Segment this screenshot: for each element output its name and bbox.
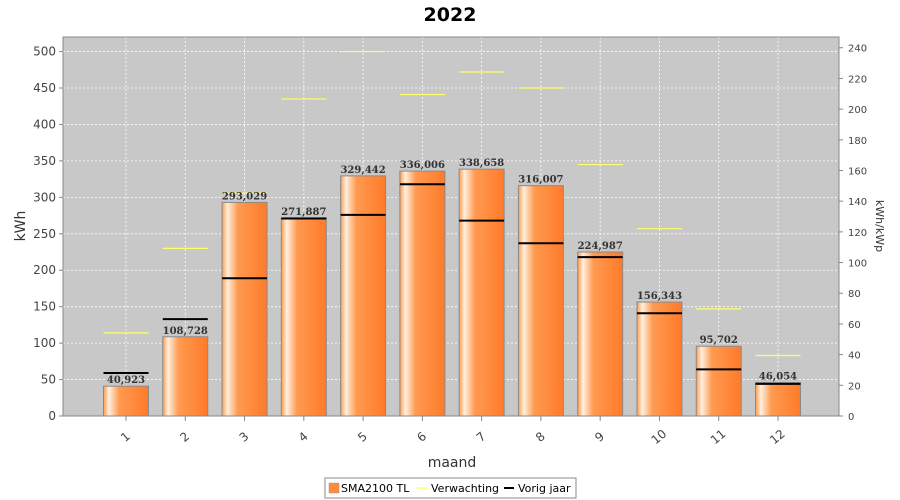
y-tick-label: 350 — [33, 154, 56, 168]
x-tick-label: 5 — [355, 429, 370, 445]
data-label: 95,702 — [700, 335, 738, 346]
y-right-tick-label: 140 — [848, 197, 867, 208]
y-axis-label: kWh — [13, 211, 29, 242]
data-label: 224,987 — [578, 241, 623, 252]
x-tick-label: 12 — [767, 427, 788, 448]
bar — [577, 251, 624, 417]
x-tick-label: 1 — [118, 429, 133, 445]
bar — [340, 175, 387, 417]
bar — [517, 185, 564, 417]
y-tick-label: 300 — [33, 190, 56, 204]
y-right-tick-label: 20 — [848, 381, 861, 392]
data-label: 329,442 — [340, 165, 385, 176]
bar — [221, 201, 268, 417]
x-tick-label: 6 — [414, 429, 429, 445]
y-right-tick-label: 220 — [848, 74, 867, 85]
x-tick-label: 7 — [474, 429, 489, 445]
data-label: 271,887 — [281, 207, 326, 218]
y-right-tick-label: 60 — [848, 320, 861, 331]
y-tick-label: 450 — [33, 81, 56, 95]
y-tick-label: 400 — [33, 117, 56, 131]
bar — [399, 170, 446, 417]
y-right-tick-label: 80 — [848, 289, 861, 300]
bar — [162, 336, 209, 417]
y-tick-label: 100 — [33, 336, 56, 350]
y-axis-right-label: kWh/kWp — [873, 200, 886, 252]
y-tick-label: 200 — [33, 263, 56, 277]
legend: SMA2100 TL Verwachting Vorig jaar — [324, 477, 577, 499]
legend-swatch-bar — [328, 482, 340, 494]
bar — [695, 345, 742, 417]
data-label: 338,658 — [459, 158, 504, 169]
data-label: 46,054 — [759, 371, 797, 382]
x-tick-label: 8 — [533, 429, 548, 445]
chart-title: 2022 — [424, 4, 477, 26]
y-right-tick-label: 160 — [848, 166, 867, 177]
legend-box — [324, 477, 577, 499]
y-right-tick-label: 40 — [848, 351, 861, 362]
data-label: 40,923 — [107, 375, 145, 386]
data-labels: 40,923 108,728 293,029 271,887 329,442 336,00… — [107, 158, 797, 386]
markers — [103, 50, 801, 385]
y-tick-label: 150 — [33, 300, 56, 314]
data-label: 336,006 — [400, 160, 445, 171]
y-right-tick-label: 180 — [848, 136, 867, 147]
plot-border — [62, 36, 840, 417]
y-right-tick-label: 100 — [848, 259, 867, 270]
x-tick-label: 4 — [296, 429, 311, 445]
y-tick-label: 50 — [41, 373, 56, 387]
legend-label-vorig-jaar: Vorig jaar — [518, 482, 571, 495]
x-tick-label: 9 — [592, 429, 607, 445]
bars — [103, 168, 801, 417]
data-label: 316,007 — [518, 175, 563, 186]
legend-label-verwachting: Verwachting — [431, 482, 499, 495]
data-label: 156,343 — [637, 291, 682, 302]
x-tick-label: 3 — [237, 429, 252, 445]
x-tick-label: 2 — [177, 429, 192, 445]
x-tick-label: 11 — [708, 427, 729, 448]
y-right-tick-label: 200 — [848, 105, 867, 116]
data-label: 108,728 — [163, 326, 208, 337]
y-tick-label: 500 — [33, 45, 56, 59]
y-right-tick-label: 120 — [848, 228, 867, 239]
y-tick-label: 0 — [48, 409, 56, 423]
y-right-tick-label: 240 — [848, 44, 867, 55]
bar — [755, 381, 801, 417]
y-tick-label: 250 — [33, 227, 56, 241]
x-tick-label: 10 — [649, 427, 670, 448]
data-label: 293,029 — [222, 191, 267, 202]
legend-label-sma2100: SMA2100 TL — [341, 482, 410, 495]
bar — [458, 168, 505, 417]
bar — [280, 217, 327, 417]
y-right-tick-label: 0 — [848, 412, 854, 423]
bar — [636, 301, 683, 417]
x-axis-label: maand — [428, 455, 477, 471]
bar — [103, 385, 149, 417]
